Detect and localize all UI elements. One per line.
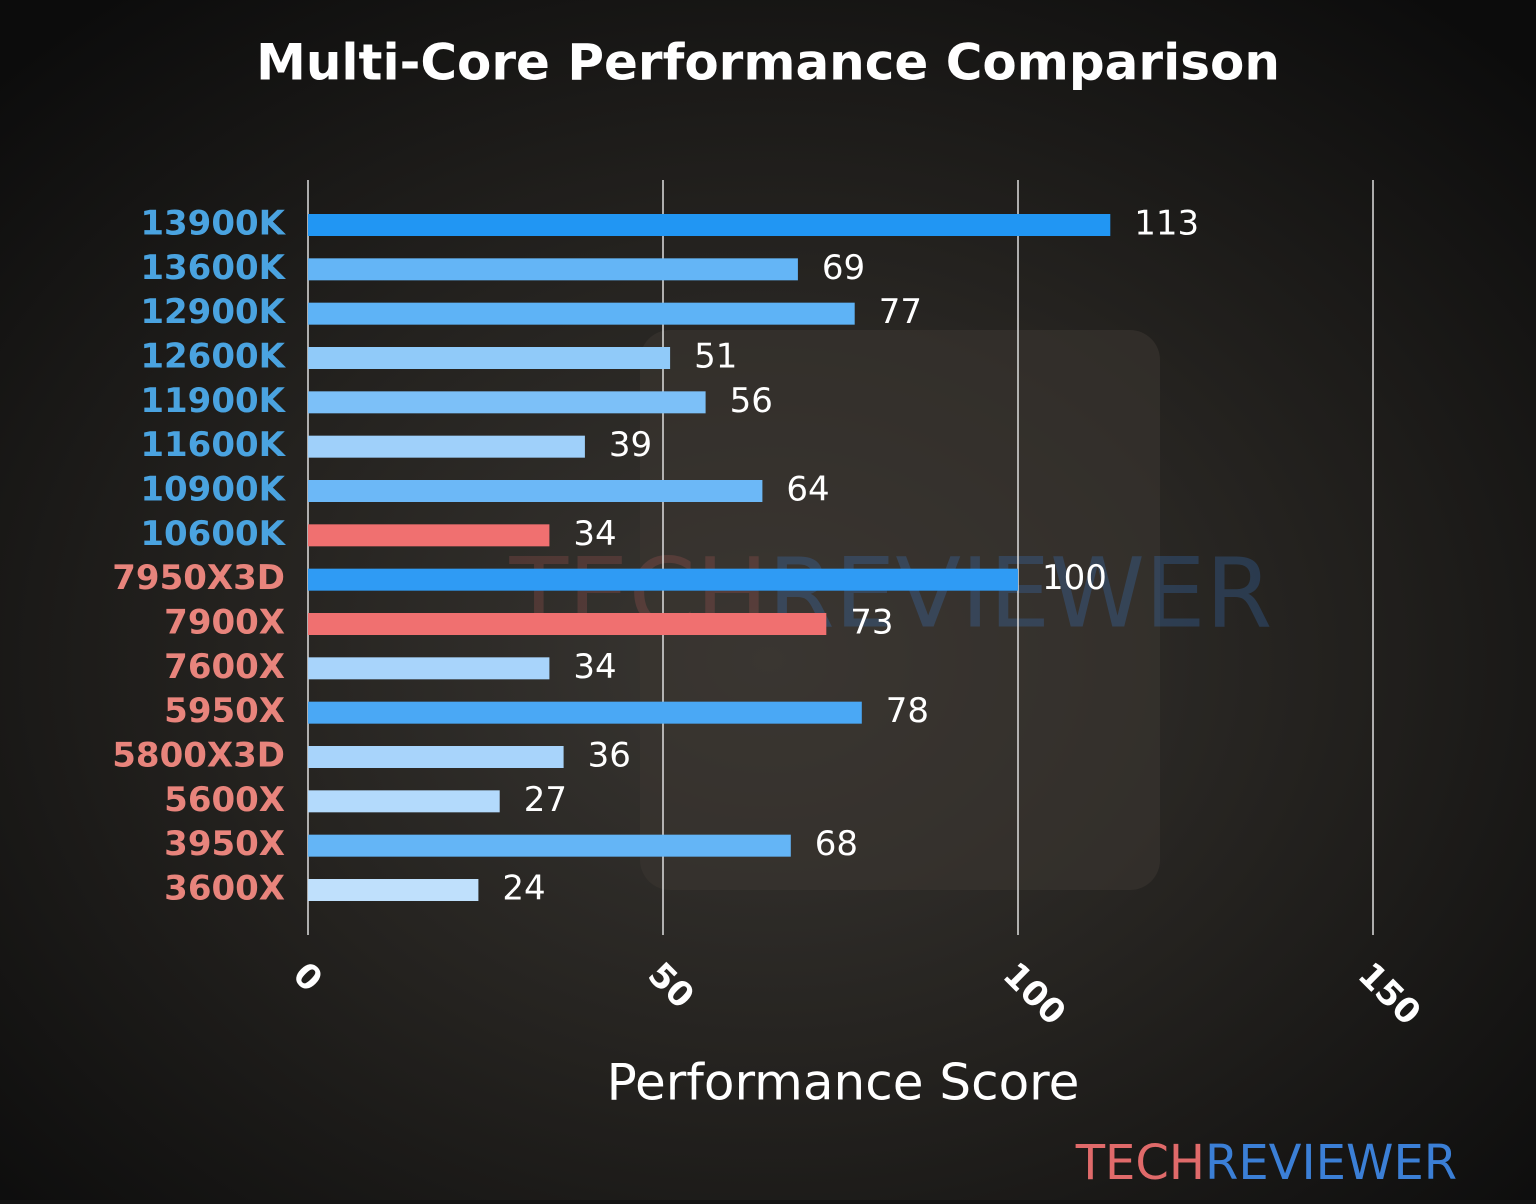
y-tick-label: 12600K — [140, 337, 286, 377]
bar — [308, 701, 862, 724]
y-tick-label: 11900K — [140, 381, 286, 421]
center-watermark: REVIEWER — [768, 537, 1272, 649]
bar — [308, 790, 500, 813]
bar — [308, 258, 798, 281]
bar — [308, 834, 791, 857]
watermark-left: TECH — [1075, 1135, 1205, 1191]
value-label: 64 — [786, 470, 829, 510]
y-tick-label: 5800X3D — [112, 736, 285, 776]
bar — [308, 613, 827, 635]
value-label: 68 — [815, 824, 858, 864]
y-tick-label: 10600K — [140, 514, 286, 554]
y-tick-label: 11600K — [140, 425, 286, 465]
bar — [308, 302, 855, 325]
bar — [308, 347, 671, 369]
y-tick-label: 7600X — [164, 647, 285, 687]
y-tick-label: 10900K — [140, 470, 286, 510]
bar — [308, 746, 564, 768]
bar — [308, 524, 550, 547]
bar — [308, 480, 763, 502]
value-label: 27 — [524, 780, 567, 820]
y-tick-label: 12900K — [140, 292, 286, 332]
value-label: 69 — [822, 248, 865, 288]
y-tick-label: 3950X — [164, 824, 285, 864]
x-axis-title: Performance Score — [607, 1054, 1080, 1112]
value-label: 36 — [588, 736, 631, 776]
watermark-right: REVIEWER — [1205, 1135, 1457, 1191]
y-tick-label: 7900X — [164, 603, 285, 643]
value-label: 56 — [730, 381, 773, 421]
value-label: 113 — [1134, 204, 1199, 244]
y-tick-label: 5950X — [164, 691, 285, 731]
background-chip — [640, 330, 1160, 890]
bar — [308, 435, 585, 458]
chart-title: Multi-Core Performance Comparison — [256, 34, 1280, 92]
bar — [308, 568, 1018, 591]
value-label: 34 — [573, 514, 616, 554]
y-tick-label: 13900K — [140, 204, 286, 244]
value-label: 77 — [879, 292, 922, 332]
bar — [308, 657, 550, 680]
y-tick-label: 13600K — [140, 248, 286, 288]
value-label: 51 — [694, 337, 737, 377]
value-label: 24 — [502, 869, 545, 909]
bar — [308, 214, 1111, 236]
bar — [308, 391, 706, 414]
value-label: 73 — [850, 603, 893, 643]
bar — [308, 879, 479, 901]
value-label: 34 — [573, 647, 616, 687]
value-label: 78 — [886, 691, 929, 731]
value-label: 100 — [1042, 558, 1107, 598]
y-tick-label: 7950X3D — [112, 558, 285, 598]
value-label: 39 — [609, 425, 652, 465]
y-tick-label: 3600X — [164, 869, 285, 909]
y-tick-label: 5600X — [164, 780, 285, 820]
